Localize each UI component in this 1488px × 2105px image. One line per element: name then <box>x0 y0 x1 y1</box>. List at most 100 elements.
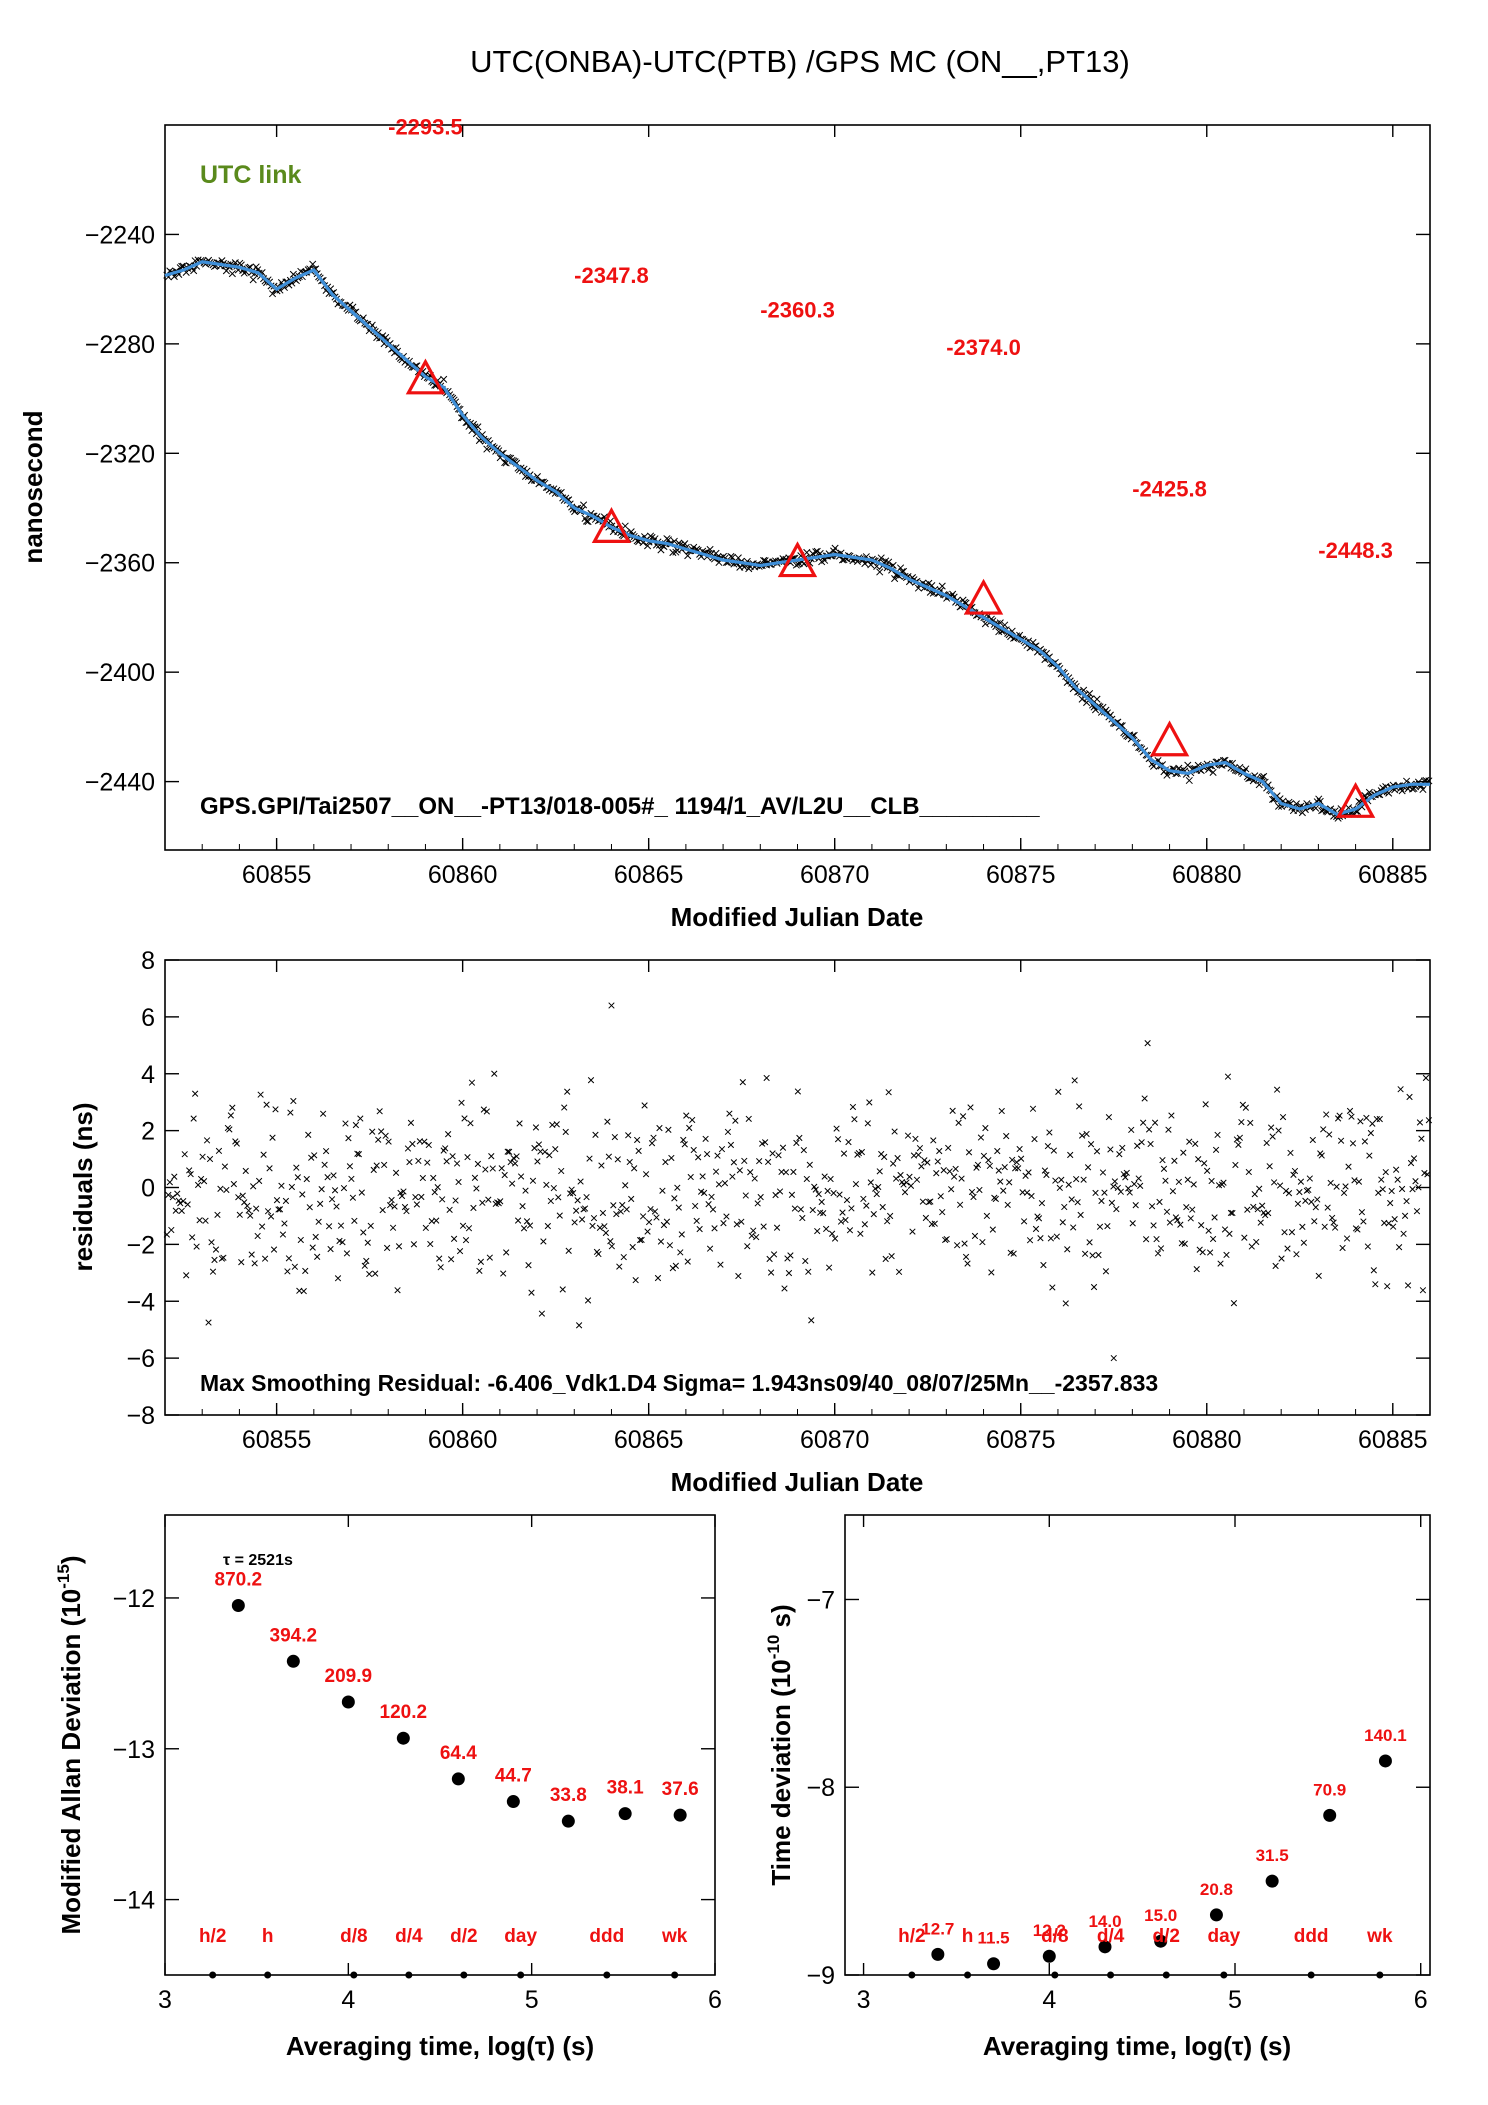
residual-point <box>1273 1086 1281 1093</box>
p3-ytick-label: −12 <box>113 1585 155 1613</box>
sample-point <box>877 554 885 562</box>
residual-point <box>889 1160 897 1167</box>
residual-point <box>1201 1160 1208 1167</box>
residual-point <box>968 1188 976 1196</box>
residual-point <box>845 1138 852 1146</box>
residual-point <box>575 1322 583 1329</box>
residual-point <box>392 1169 400 1176</box>
residual-point <box>939 1208 946 1216</box>
deviation-point <box>1378 1754 1392 1768</box>
residual-point <box>738 1218 745 1225</box>
residual-point <box>247 1212 254 1219</box>
residual-point <box>248 1251 255 1258</box>
residual-point <box>427 1240 434 1248</box>
residual-point <box>848 1205 855 1212</box>
residual-point <box>520 1225 528 1232</box>
residual-point <box>180 1197 187 1205</box>
residual-point <box>934 1158 941 1165</box>
residual-point <box>1388 1187 1395 1195</box>
residual-point <box>1208 1177 1215 1185</box>
residual-point <box>316 1200 324 1207</box>
residual-point <box>650 1134 657 1141</box>
deviation-label: 12.2 <box>1033 1921 1066 1940</box>
residual-point <box>1320 1126 1327 1133</box>
residual-point <box>1395 1244 1403 1251</box>
residual-point <box>403 1207 410 1215</box>
residual-point <box>327 1245 334 1253</box>
residual-point <box>953 1242 961 1249</box>
residual-point <box>680 1136 687 1144</box>
residual-point <box>1236 1134 1244 1141</box>
residual-point <box>431 1189 438 1196</box>
residual-point <box>314 1253 321 1260</box>
residual-point <box>1092 1189 1099 1197</box>
residual-point <box>1385 1220 1392 1227</box>
sample-point <box>1209 768 1217 776</box>
residual-point <box>503 1249 510 1256</box>
residual-point <box>482 1166 489 1173</box>
residual-point <box>870 1211 877 1218</box>
residual-point <box>382 1132 389 1139</box>
p4-ytick-label: −9 <box>806 1962 835 1990</box>
residual-point <box>739 1079 746 1086</box>
residual-point <box>1282 1187 1290 1195</box>
residual-point <box>644 1228 651 1235</box>
residual-point <box>183 1272 190 1279</box>
residual-point <box>1000 1187 1007 1194</box>
residual-point <box>641 1102 648 1109</box>
residual-point <box>830 1189 837 1197</box>
residual-point <box>552 1145 559 1153</box>
residual-point <box>631 1165 638 1172</box>
residual-point <box>166 1179 173 1186</box>
residual-point <box>757 1193 764 1201</box>
residual-point <box>194 1181 202 1189</box>
residual-point <box>1071 1077 1078 1084</box>
residual-point <box>1220 1179 1227 1186</box>
sample-point <box>1242 765 1250 773</box>
residual-point <box>1340 1189 1348 1197</box>
residual-point <box>465 1225 473 1232</box>
residual-point <box>1134 1142 1141 1149</box>
residual-point <box>430 1174 437 1182</box>
residual-point <box>291 1263 299 1270</box>
residual-point <box>468 1079 476 1086</box>
residual-point <box>1266 1163 1273 1170</box>
residual-point <box>1372 1281 1379 1288</box>
sample-point <box>1086 690 1094 698</box>
residual-point <box>242 1167 249 1175</box>
residual-point <box>369 1128 376 1135</box>
residual-point <box>693 1217 700 1225</box>
residual-point <box>459 1222 467 1229</box>
residual-point <box>1363 1114 1370 1122</box>
residual-point <box>568 1186 575 1193</box>
residual-point <box>373 1162 380 1169</box>
residual-point <box>253 1205 260 1212</box>
residual-point <box>930 1137 937 1144</box>
residual-point <box>1141 1095 1148 1102</box>
residual-point <box>491 1070 498 1077</box>
residual-point <box>375 1136 382 1143</box>
residual-point <box>486 1254 493 1261</box>
p2-ytick-label: −2 <box>126 1231 155 1259</box>
residual-point <box>712 1168 720 1175</box>
residual-point <box>293 1164 300 1171</box>
residual-point <box>1256 1185 1263 1192</box>
allan-ticks: 3 4 5 6 −12 −13 −14 <box>113 1515 722 2014</box>
residual-point <box>1364 1243 1372 1250</box>
residual-point <box>1055 1088 1062 1095</box>
residual-point <box>282 1197 290 1205</box>
residual-point <box>1083 1130 1090 1138</box>
p2-ytick-label: −4 <box>126 1288 155 1316</box>
panel-allan: 3 4 5 6 −12 −13 −14 870.2 394.2 209.9 120.2 64.4 44… <box>54 1514 722 2061</box>
deviation-point <box>1209 1908 1223 1922</box>
p3-xtick-label: 4 <box>341 1986 355 2014</box>
p3-ytick-label: −13 <box>113 1736 155 1764</box>
residual-point <box>919 1198 927 1205</box>
p3-xtick-label: 6 <box>708 1986 722 2014</box>
residual-point <box>997 1178 1004 1185</box>
residual-point <box>544 1222 552 1230</box>
residual-point <box>174 1190 181 1197</box>
residual-point <box>616 1263 623 1270</box>
period-dot <box>264 1971 272 1979</box>
residual-point <box>613 1210 620 1218</box>
